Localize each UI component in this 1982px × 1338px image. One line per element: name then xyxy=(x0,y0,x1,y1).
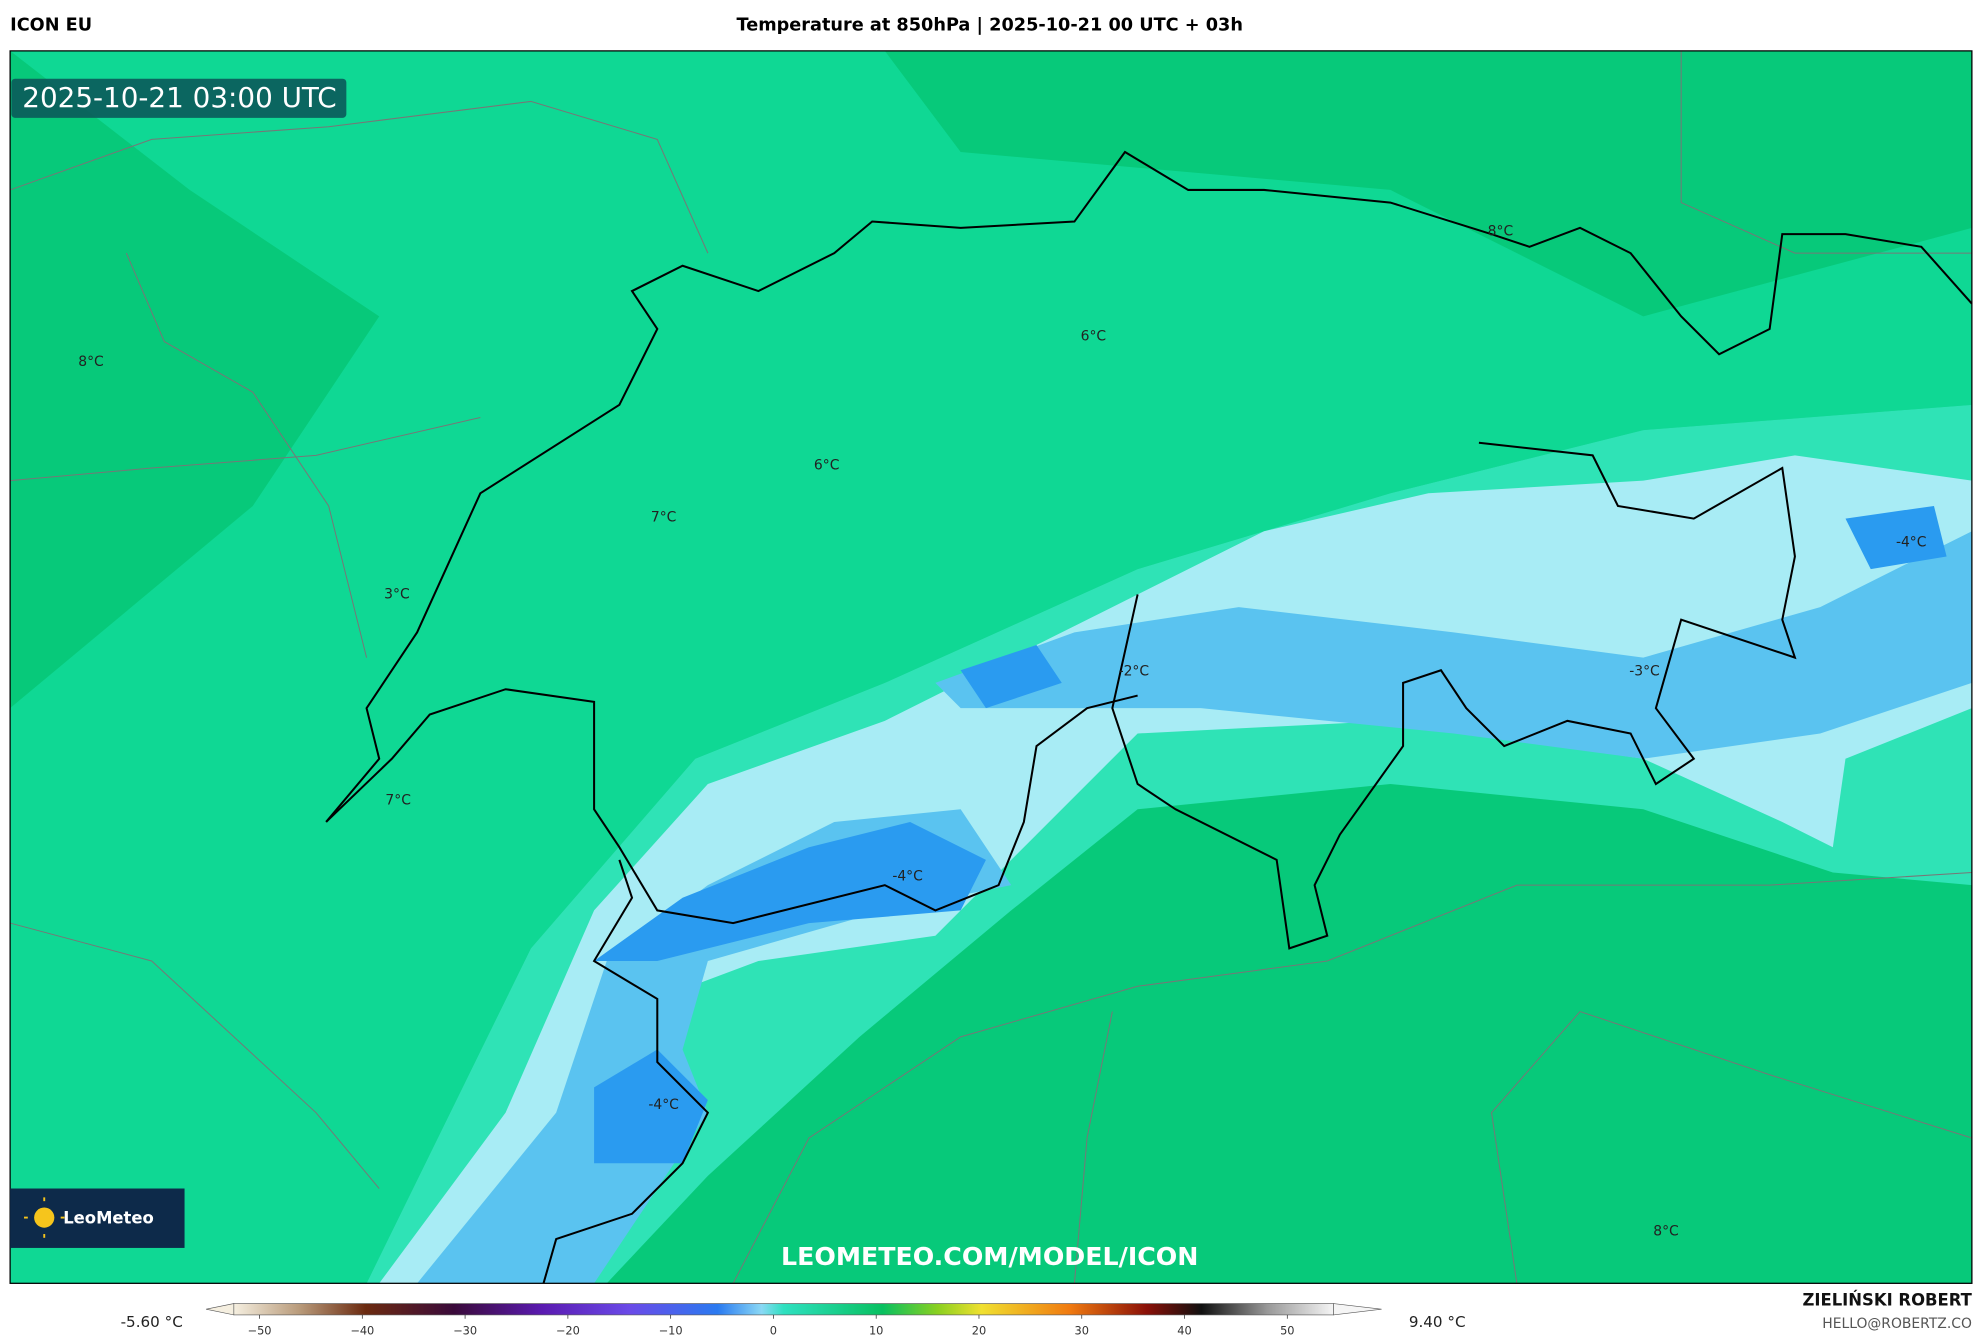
colorbar-tick-label: −20 xyxy=(556,1323,580,1337)
colorbar-tick-label: 20 xyxy=(972,1323,986,1337)
map-label: 3°C xyxy=(384,586,409,602)
map-label: -4°C xyxy=(1896,535,1927,551)
map-label: 8°C xyxy=(1653,1223,1678,1239)
max-label: 9.40 °C xyxy=(1409,1313,1466,1331)
min-label: -5.60 °C xyxy=(121,1313,183,1331)
map-label: 7°C xyxy=(385,792,410,808)
colorbar-tick-label: 50 xyxy=(1280,1323,1294,1337)
logo: LeoMeteo xyxy=(63,1208,154,1227)
map-label: 7°C xyxy=(651,509,676,525)
map-label: 8°C xyxy=(78,354,103,370)
colorbar-tick-label: 10 xyxy=(869,1323,883,1337)
model-name: ICON EU xyxy=(10,16,92,36)
colorbar-tick-label: −40 xyxy=(350,1323,374,1337)
map-label: -2°C xyxy=(1119,664,1150,680)
colorbar-tick-label: 30 xyxy=(1075,1323,1089,1337)
map-label: -4°C xyxy=(648,1097,679,1113)
watermark: LEOMETEO.COM/MODEL/ICON xyxy=(781,1242,1198,1271)
colorbar-end xyxy=(205,1303,235,1316)
colorbar-tick-label: 40 xyxy=(1177,1323,1191,1337)
map-label: -3°C xyxy=(1629,664,1660,680)
colorbar-end xyxy=(1333,1303,1382,1316)
title: Temperature at 850hPa | 2025-10-21 00 UT… xyxy=(737,16,1243,36)
map-label: 6°C xyxy=(814,457,839,473)
legend: -5.60 °C 9.40 °C −50 −40 −30 −20 −10 0 10 20 30 4… xyxy=(121,1303,1466,1337)
author: ZIELIŃSKI ROBERT xyxy=(1802,1291,1972,1310)
map-label: -4°C xyxy=(892,868,923,884)
colorbar-tick-label: −10 xyxy=(659,1323,683,1337)
colorbar-tick-label: −50 xyxy=(248,1323,272,1337)
map: 2025-10-21 03:00 UTC 8°C 6°C 6°C 7°C 3°C… xyxy=(9,50,1973,1284)
map-label: 6°C xyxy=(1081,329,1106,345)
timestamp: 2025-10-21 03:00 UTC xyxy=(22,81,336,114)
colorbar xyxy=(233,1303,1334,1316)
colorbar-tick-label: −30 xyxy=(453,1323,477,1337)
colorbar-tick-label: 0 xyxy=(770,1323,777,1337)
contact: HELLO@ROBERTZ.CO xyxy=(1822,1316,1972,1332)
map-label: 8°C xyxy=(1488,224,1513,240)
